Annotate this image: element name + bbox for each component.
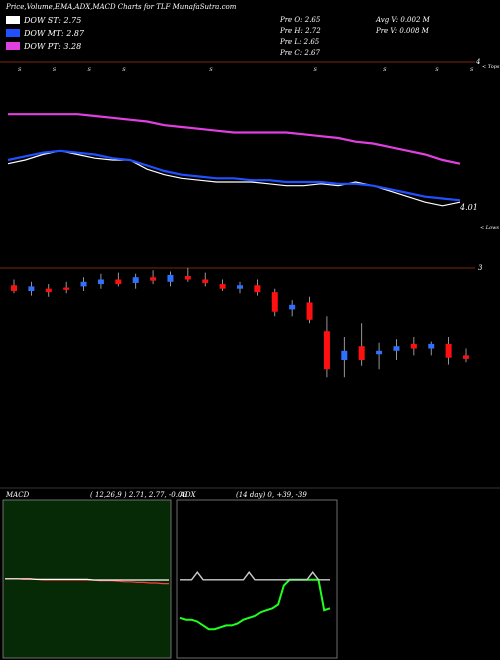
legend-dow-pt-swatch	[6, 42, 20, 50]
adx-params: (14 day) 0, +39, -39	[236, 491, 307, 499]
candle-body-10	[184, 276, 191, 280]
candle-body-8	[150, 277, 157, 281]
tops-marker-6: S	[383, 67, 387, 73]
candle-body-13	[237, 285, 243, 289]
candle-body-1	[28, 286, 35, 291]
candle-body-19	[341, 350, 348, 360]
legend-dow-pt: DOW PT: 3.28	[6, 42, 81, 51]
candle-body-2	[45, 288, 52, 293]
tops-marker-5: S	[314, 67, 318, 73]
candle-body-11	[202, 279, 209, 283]
candle-body-26	[463, 355, 469, 359]
candle-body-20	[358, 346, 365, 360]
candle-body-17	[306, 302, 313, 320]
macd-params: ( 12,26,9 ) 2.71, 2.77, -0.06	[90, 491, 187, 499]
candle-body-24	[428, 343, 435, 349]
candle-body-7	[132, 277, 139, 283]
legend-dow-mt-swatch	[6, 29, 20, 37]
last-price-label: 4.01	[459, 203, 478, 212]
candle-body-6	[115, 279, 122, 285]
tops-marker-7: S	[435, 67, 439, 73]
candle-right-value: 3	[478, 264, 483, 272]
macd-line-signal	[5, 578, 169, 581]
candle-body-25	[445, 343, 452, 358]
legend-dow-mt: DOW MT: 2.87	[6, 29, 84, 38]
tops-marker-3: S	[122, 67, 126, 73]
candle-body-18	[323, 331, 330, 370]
ema-line-dow-pt	[8, 113, 461, 165]
ema-line-dow-st	[7, 150, 461, 207]
adx-label: ADX	[179, 491, 197, 499]
adx-line-di	[180, 571, 330, 581]
chart-title: Price,Volume,EMA,ADX,MACD Charts for TLF…	[6, 3, 237, 11]
tops-marker-0: S	[18, 67, 22, 73]
candle-body-9	[167, 274, 174, 282]
tops-marker-8: S	[470, 67, 474, 73]
tops-label: < Tops	[482, 64, 500, 70]
tops-marker-4: S	[209, 67, 213, 73]
prev-high: Pre H: 2.72	[280, 27, 321, 35]
prev-low: Pre L: 2.65	[280, 38, 320, 46]
legend-dow-mt-label: DOW MT: 2.87	[24, 29, 85, 38]
candle-body-3	[63, 287, 70, 290]
candlesticks	[11, 268, 469, 378]
candle-body-5	[97, 279, 104, 285]
legend-dow-st: DOW ST: 2.75	[6, 16, 81, 25]
candle-body-4	[80, 281, 87, 287]
tops-marker-2: S	[88, 67, 92, 73]
tops-right-value: 4	[475, 58, 480, 66]
avg-volume: Avg V: 0.002 M	[376, 16, 430, 24]
lows-label: < Lows	[480, 225, 499, 231]
candle-body-23	[410, 343, 417, 349]
adx-lines	[179, 571, 331, 631]
ema-line-dow-mt	[7, 149, 461, 202]
candle-body-16	[289, 304, 296, 310]
candle-body-0	[11, 285, 17, 291]
macd-lines	[5, 578, 169, 585]
candle-body-21	[376, 350, 383, 355]
prev-volume: Pre V: 0.008 M	[376, 27, 429, 35]
candle-body-14	[254, 285, 261, 293]
prev-open: Pre O: 2.65	[280, 16, 321, 24]
macd-label: MACD	[5, 491, 30, 499]
tops-marker-1: S	[53, 67, 57, 73]
legend-dow-st-swatch	[6, 16, 20, 24]
candle-body-15	[271, 292, 278, 312]
legend-dow-pt-label: DOW PT: 3.28	[24, 42, 82, 51]
candle-body-22	[393, 346, 400, 351]
prev-close: Pre C: 2.67	[280, 49, 320, 57]
ema-lines	[7, 113, 461, 207]
legend-dow-st-label: DOW ST: 2.75	[24, 16, 82, 25]
candle-body-12	[219, 284, 226, 289]
